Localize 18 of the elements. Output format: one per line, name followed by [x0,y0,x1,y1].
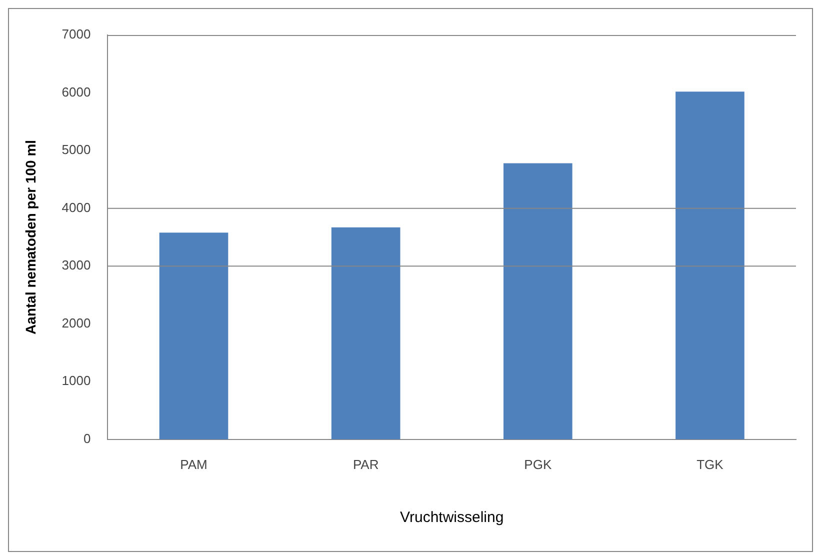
y-tick-label: 5000 [62,142,91,158]
y-tick-label: 6000 [62,84,91,100]
x-tick-label: PGK [524,456,552,472]
y-tick-label: 3000 [62,258,91,273]
y-tick-label: 2000 [62,315,91,330]
y-axis-title: Aantal nematoden per 100 ml [22,140,38,334]
x-axis-title: Vruchtwisseling [400,509,504,526]
x-tick-label: PAM [180,456,208,472]
x-tick-label: PAR [352,456,379,472]
x-tick-label: TGK [696,456,724,472]
y-tick-label: 1000 [62,373,91,388]
y-tick-label: 0 [83,430,91,446]
bar [503,163,572,440]
bar [331,227,400,440]
bar [159,232,228,440]
bar [676,92,744,440]
y-tick-label: 4000 [62,200,91,215]
y-tick-label: 7000 [62,26,91,42]
